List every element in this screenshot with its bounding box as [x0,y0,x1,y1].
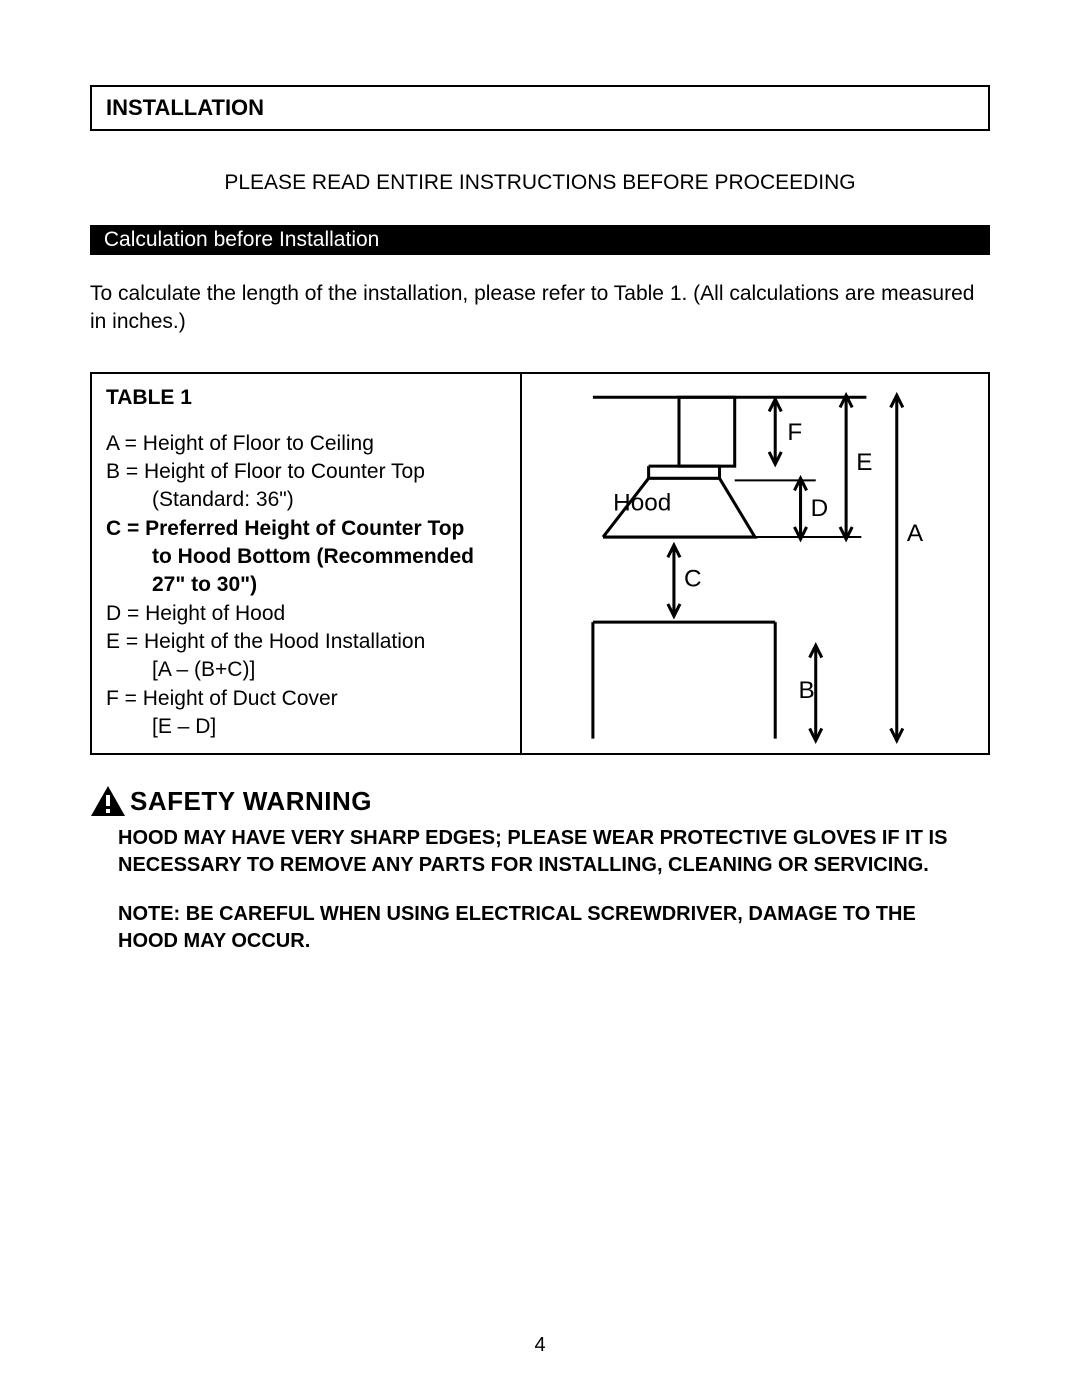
diagram-label-F: F [787,419,802,446]
def-C: C = Preferred Height of Counter Top [106,515,506,543]
safety-warning-p2: NOTE: BE CAREFUL WHEN USING ELECTRICAL S… [118,901,978,955]
diagram-label-E: E [856,449,872,476]
def-F-sub: [E – D] [106,713,506,741]
subsection-bar: Calculation before Installation [90,225,990,255]
read-instructions-line: PLEASE READ ENTIRE INSTRUCTIONS BEFORE P… [90,171,990,195]
section-header-box: INSTALLATION [90,85,990,131]
def-A: A = Height of Floor to Ceiling [106,430,506,458]
table1-container: TABLE 1 A = Height of Floor to Ceiling B… [90,372,990,756]
safety-warning-title: SAFETY WARNING [130,786,372,817]
page-number: 4 [0,1334,1080,1357]
warning-icon [90,785,126,817]
def-E: E = Height of the Hood Installation [106,628,506,656]
diagram-label-D: D [811,494,829,521]
diagram-label-C: C [684,565,702,592]
def-F: F = Height of Duct Cover [106,685,506,713]
intro-paragraph: To calculate the length of the installat… [90,280,990,337]
def-D: D = Height of Hood [106,600,506,628]
def-B: B = Height of Floor to Counter Top [106,458,506,486]
table1-title: TABLE 1 [106,386,506,410]
def-E-sub: [A – (B+C)] [106,656,506,684]
def-C-sub1: to Hood Bottom (Recommended [106,543,506,571]
safety-warning-p1: HOOD MAY HAVE VERY SHARP EDGES; PLEASE W… [118,825,978,879]
diagram-label-A: A [907,520,924,547]
diagram-label-hood: Hood [613,489,671,516]
installation-diagram-svg: Hood A E D [522,374,988,754]
def-C-sub2: 27" to 30") [106,571,506,599]
safety-warning-header: SAFETY WARNING [90,785,990,817]
def-B-sub: (Standard: 36") [106,486,506,514]
table1-definitions: TABLE 1 A = Height of Floor to Ceiling B… [92,374,522,754]
subsection-title: Calculation before Installation [104,228,380,251]
table1-diagram: Hood A E D [522,374,988,754]
diagram-label-B: B [799,677,815,704]
section-title: INSTALLATION [106,95,264,120]
